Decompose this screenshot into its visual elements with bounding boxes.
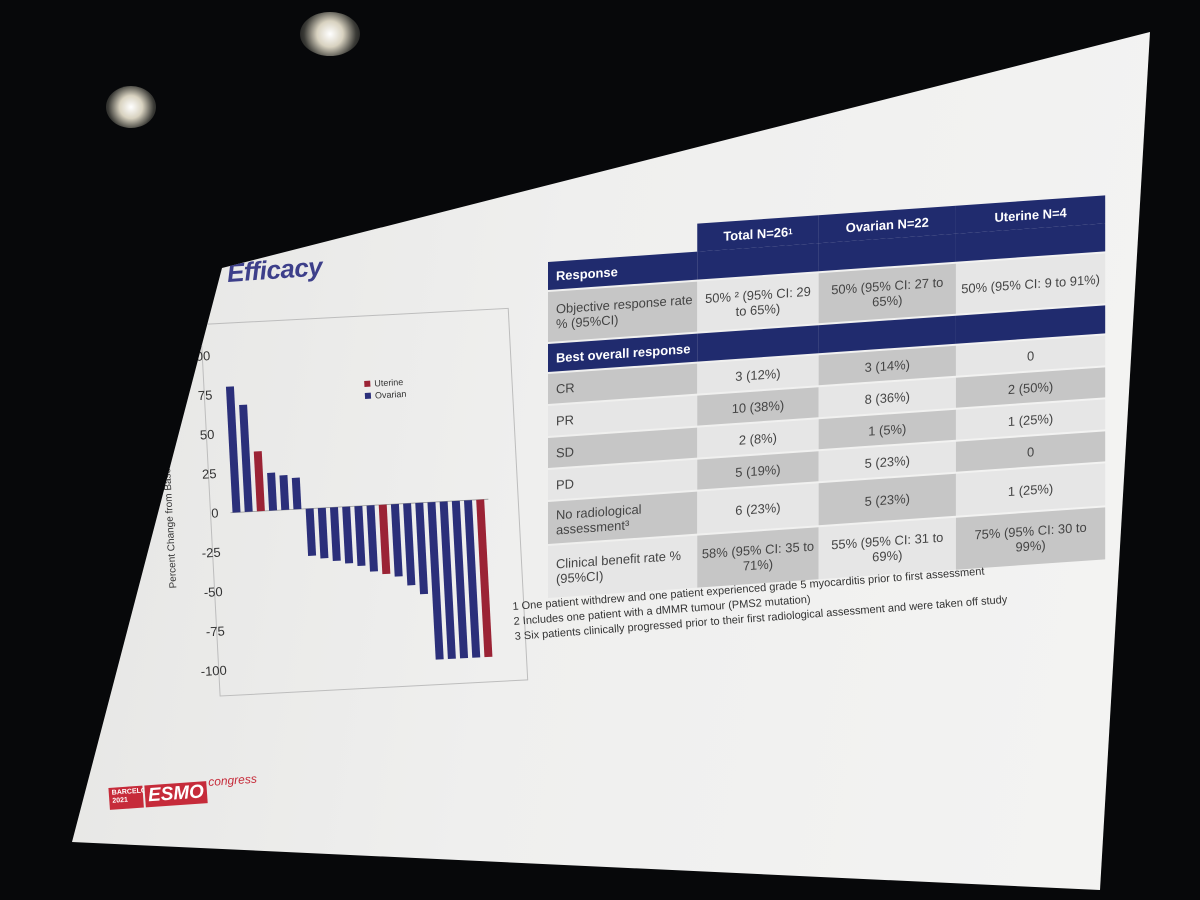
chart-frame — [200, 307, 529, 697]
chart-plot-group: 100 75 50 25 0 -25 -50 -75 -100 Percent Change fr… — [161, 307, 529, 697]
column-header-label: Uterine N=4 — [994, 204, 1067, 225]
row-label: Objective response rate % (95%CI) — [548, 281, 698, 342]
chart-legend: Uterine Ovarian — [364, 376, 407, 402]
table-cell: 50% ² (95% CI: 29 to 65%) — [697, 273, 819, 332]
logo-city: BARCELONA 2021 — [108, 785, 157, 810]
bar-ovarian — [279, 475, 290, 511]
y-tick-label: 50 — [200, 427, 215, 443]
bar-ovarian — [317, 507, 329, 559]
table-cell: 50% (95% CI: 9 to 91%) — [955, 253, 1106, 314]
y-tick-label: 25 — [202, 466, 217, 482]
table-cell: 6 (23%) — [697, 483, 819, 534]
bar-ovarian — [305, 508, 317, 556]
y-tick-label: 0 — [211, 505, 219, 520]
table-cell: 75% (95% CI: 30 to 99%) — [955, 507, 1106, 570]
bar-ovarian — [354, 505, 366, 567]
legend-swatch-uterine — [364, 380, 371, 387]
stage-light — [106, 86, 156, 128]
bar-ovarian — [239, 404, 253, 512]
bar-uterine — [253, 451, 265, 512]
y-axis-label: Percent Change from Baseline — [161, 452, 179, 589]
bar-ovarian — [464, 500, 481, 658]
column-header-label: Total N=26 — [723, 223, 789, 244]
column-header-superscript: 1 — [788, 226, 793, 236]
bar-ovarian — [366, 505, 378, 572]
y-tick-label: -75 — [206, 623, 226, 639]
bar-uterine — [378, 504, 391, 575]
bar-ovarian — [329, 507, 341, 561]
table-cell: 50% (95% CI: 27 to 65%) — [818, 263, 956, 324]
bar-ovarian — [427, 501, 444, 660]
legend-item-ovarian: Ovarian — [364, 388, 407, 402]
column-header-label: Ovarian N=22 — [845, 214, 929, 235]
y-tick-label: -25 — [201, 545, 221, 561]
bar-uterine — [476, 499, 493, 658]
bar-ovarian — [291, 477, 302, 510]
stage-light — [300, 12, 360, 56]
y-tick-label: 75 — [197, 387, 212, 403]
y-tick-label: -50 — [203, 584, 223, 600]
legend-swatch-ovarian — [364, 392, 372, 399]
bar-ovarian — [390, 503, 403, 577]
bar-ovarian — [439, 501, 456, 660]
logo-suffix: congress — [207, 771, 258, 789]
y-tick-label: 100 — [188, 348, 210, 364]
legend-label-ovarian: Ovarian — [374, 388, 407, 401]
logo-brand: ESMO — [144, 781, 208, 808]
bar-ovarian — [451, 500, 469, 659]
y-tick-label: -100 — [200, 663, 227, 679]
bar-ovarian — [225, 386, 241, 513]
bar-ovarian — [403, 503, 416, 586]
bar-ovarian — [267, 472, 278, 511]
bar-ovarian — [342, 506, 354, 564]
bar-ovarian — [415, 502, 429, 595]
